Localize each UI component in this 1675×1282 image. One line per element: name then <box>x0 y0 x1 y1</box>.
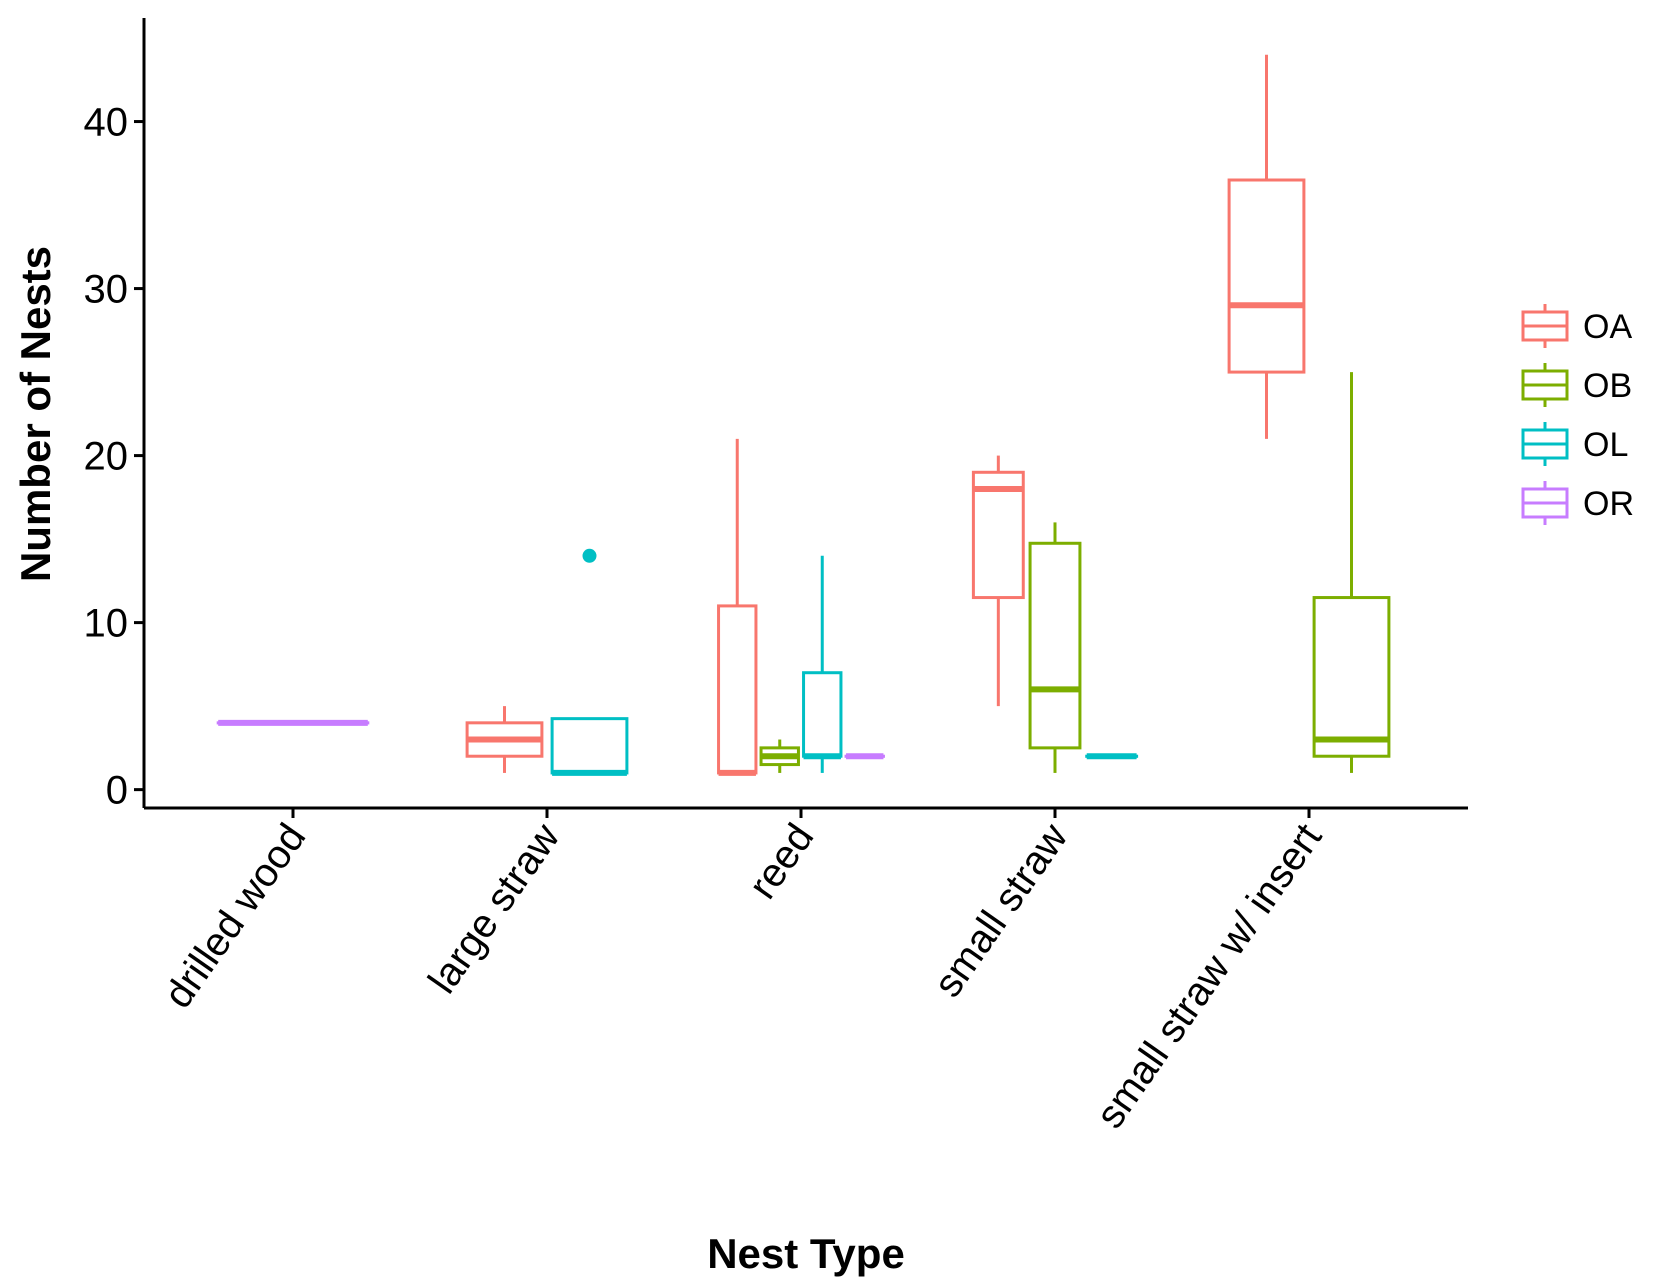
box-OB-reed <box>759 739 800 773</box>
legend: OA OB OL OR <box>1521 304 1634 525</box>
x-tick-label: drilled wood <box>156 816 314 1016</box>
box-body <box>717 604 758 775</box>
y-tick-label: 40 <box>84 101 129 145</box>
y-tick-label: 0 <box>106 769 128 813</box>
box-OL-reed <box>802 555 843 773</box>
legend-label: OR <box>1583 485 1634 523</box>
x-tick-label: small straw w/ insert <box>1088 816 1331 1136</box>
box-OL-large-straw <box>550 548 629 776</box>
box-body <box>802 671 843 758</box>
box-body <box>971 470 1025 600</box>
box-OB-small-straw <box>1028 522 1082 773</box>
legend-item-OB: OB <box>1521 363 1632 407</box>
box-body <box>1028 541 1082 750</box>
box-body <box>1312 596 1391 758</box>
box-OA-small-straw <box>971 455 1025 707</box>
x-tick-label: large straw <box>420 816 568 1002</box>
box-body <box>1227 178 1306 374</box>
box-body <box>550 717 629 775</box>
legend-item-OA: OA <box>1521 304 1632 348</box>
x-axis-title: Nest Type <box>707 1230 905 1277</box>
outlier-point <box>582 548 597 563</box>
x-tick-label: small straw <box>926 816 1077 1005</box>
legend-item-OL: OL <box>1521 422 1628 466</box>
y-tick-label: 10 <box>84 602 129 646</box>
box-OB-small-straw-w-insert <box>1312 372 1391 773</box>
y-ticks: 0 10 20 30 40 <box>84 101 144 813</box>
legend-item-OR: OR <box>1521 481 1634 525</box>
plot-marks <box>216 54 1391 776</box>
y-tick-label: 30 <box>84 268 129 312</box>
legend-label: OA <box>1583 308 1632 346</box>
box-OA-reed <box>717 438 758 776</box>
legend-label: OL <box>1583 426 1628 464</box>
y-axis-title: Number of Nests <box>12 246 59 582</box>
legend-label: OB <box>1583 367 1632 405</box>
y-tick-label: 20 <box>84 435 129 479</box>
box-OA-small-straw-w-insert <box>1227 54 1306 439</box>
x-tick-label: reed <box>740 816 822 907</box>
box-OA-large-straw <box>465 706 544 773</box>
x-ticks: drilled wood large straw reed small straw sm… <box>156 808 1330 1136</box>
